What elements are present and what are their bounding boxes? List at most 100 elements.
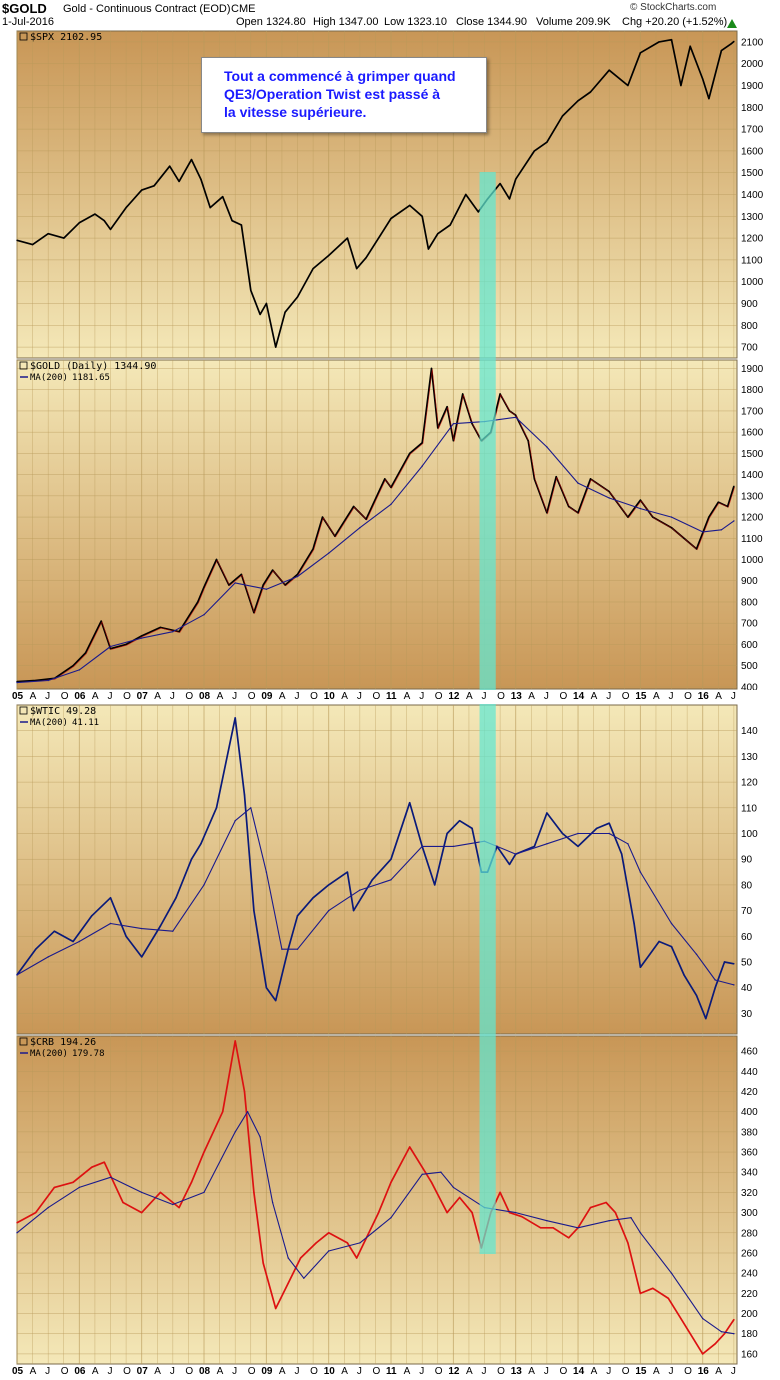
- x-tick-label: A: [92, 691, 99, 702]
- price-point: [275, 1307, 277, 1310]
- y-tick-label: 460: [741, 1047, 758, 1058]
- price-point: [670, 39, 673, 41]
- price-point: [430, 1181, 433, 1184]
- price-point: [215, 558, 218, 561]
- ma200-point: [265, 871, 268, 873]
- price-point: [390, 1181, 392, 1184]
- x-tick-label: A: [154, 691, 161, 702]
- ma200-point: [546, 446, 548, 448]
- price-point: [568, 1237, 570, 1239]
- legend-value: 2102.95: [60, 32, 102, 43]
- price-point: [365, 257, 367, 259]
- x-tick-label: O: [61, 1366, 69, 1377]
- price-point: [652, 516, 654, 518]
- price-point: [390, 217, 392, 220]
- y-tick-label: 240: [741, 1269, 758, 1280]
- x-tick-label: J: [232, 1366, 237, 1377]
- y-tick-label: 700: [741, 343, 758, 354]
- price-point: [352, 909, 355, 912]
- price-point: [125, 643, 127, 646]
- price-point: [240, 573, 243, 576]
- price-point: [627, 1242, 629, 1244]
- y-tick-label: 1800: [741, 103, 764, 114]
- price-point: [608, 822, 610, 824]
- price-point: [508, 1211, 511, 1214]
- x-tick-label: 15: [635, 1366, 647, 1377]
- price-point: [125, 935, 127, 937]
- x-tick-label: O: [684, 691, 692, 702]
- price-point: [409, 802, 411, 804]
- price-point: [546, 512, 548, 514]
- price-point: [683, 537, 685, 539]
- price-point: [499, 182, 501, 185]
- x-tick-label: 05: [12, 1366, 24, 1377]
- price-point: [275, 346, 277, 348]
- price-point: [175, 897, 177, 899]
- ma200-point: [234, 582, 236, 584]
- price-point: [159, 925, 162, 927]
- ma200-point: [702, 1317, 704, 1320]
- price-point: [253, 909, 255, 912]
- x-tick-label: O: [372, 1366, 380, 1377]
- price-point: [421, 442, 423, 444]
- price-point: [421, 215, 423, 217]
- x-tick-label: J: [45, 691, 50, 702]
- price-point: [231, 220, 233, 222]
- price-point: [328, 254, 330, 257]
- ma200-point: [639, 507, 642, 510]
- ma200-point: [359, 889, 361, 891]
- ma200-point: [296, 575, 299, 578]
- price-point: [521, 1216, 523, 1218]
- price-point: [103, 1161, 106, 1163]
- price-point: [296, 296, 299, 298]
- ma200-point: [608, 1220, 610, 1222]
- legend: $GOLD (Daily) 1344.90 MA(200) 1181.65: [19, 361, 156, 383]
- ma200-point: [296, 948, 299, 950]
- ma200-point: [421, 1173, 423, 1176]
- x-tick-label: 15: [635, 691, 647, 702]
- x-tick-label: O: [310, 1366, 318, 1377]
- price-point: [471, 1211, 473, 1214]
- price-point: [508, 410, 511, 412]
- price-point: [409, 1146, 411, 1148]
- x-tick-label: 13: [511, 691, 523, 702]
- y-tick-label: 80: [741, 880, 753, 891]
- price-point: [726, 505, 729, 508]
- price-point: [683, 974, 685, 976]
- x-tick-label: O: [372, 691, 380, 702]
- price-point: [477, 211, 479, 213]
- price-point: [409, 204, 411, 207]
- ma200-point: [172, 1203, 174, 1206]
- header-close: Close 1344.90: [456, 16, 527, 28]
- ma200-point: [440, 1171, 442, 1173]
- y-tick-label: 110: [741, 803, 757, 814]
- price-point: [608, 490, 610, 493]
- legend-symbol: $SPX: [30, 32, 54, 43]
- x-tick-label: 16: [698, 1366, 710, 1377]
- header-symbol: $GOLD: [2, 1, 47, 16]
- x-tick-label: 12: [448, 691, 460, 702]
- legend-symbol: $CRB: [30, 1037, 54, 1048]
- x-tick-label: 11: [386, 1366, 397, 1377]
- ma200-point: [695, 953, 698, 955]
- x-tick-label: A: [154, 1366, 161, 1377]
- price-point: [639, 499, 642, 501]
- y-tick-label: 60: [741, 932, 753, 943]
- price-point: [94, 213, 96, 215]
- price-point: [449, 224, 451, 226]
- ma200-point: [287, 1257, 289, 1259]
- price-point: [190, 1181, 193, 1184]
- price-point: [605, 1201, 607, 1204]
- price-point: [533, 478, 536, 480]
- price-point: [253, 1191, 255, 1194]
- price-point: [284, 584, 286, 586]
- ma200-point: [259, 1136, 261, 1138]
- ma200-point: [172, 631, 174, 633]
- price-point: [328, 1232, 330, 1234]
- annotation-line-1: Tout a commencé à grimper quand: [224, 68, 456, 84]
- panel-background: [16, 359, 738, 690]
- ma200-point: [608, 497, 610, 499]
- price-point: [577, 100, 579, 102]
- price-point: [446, 1211, 448, 1214]
- ma200-point: [577, 482, 579, 484]
